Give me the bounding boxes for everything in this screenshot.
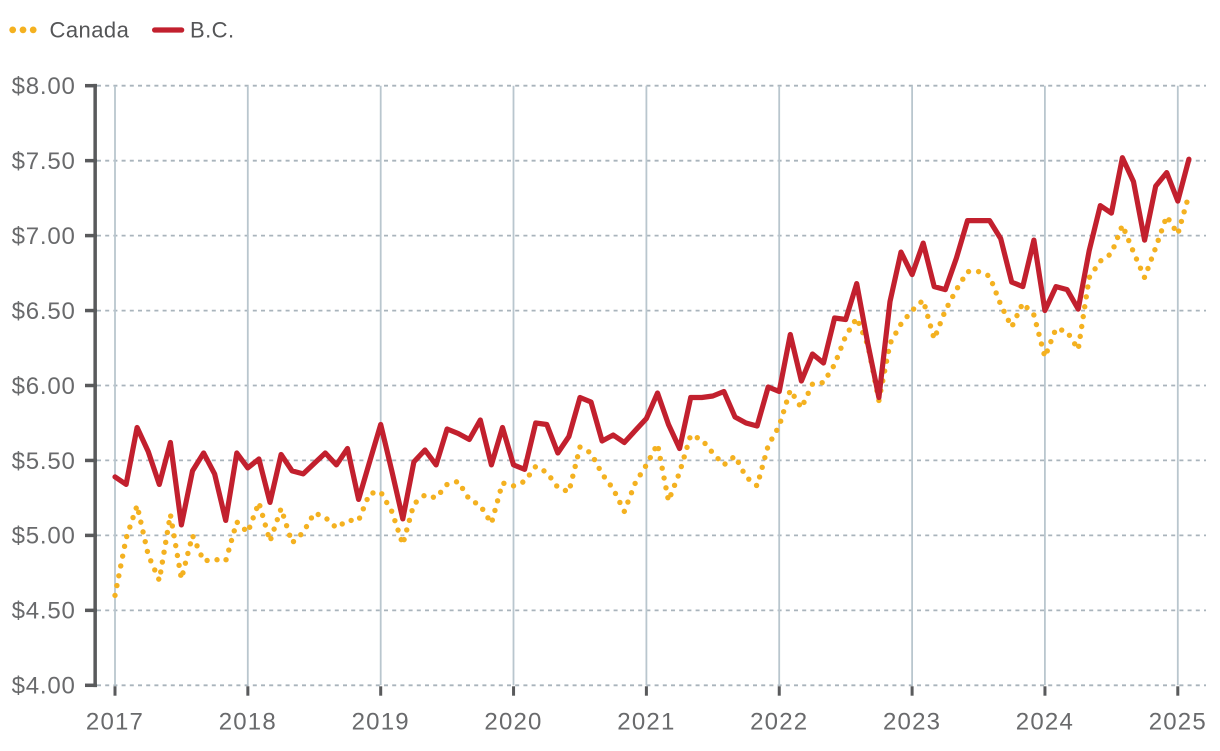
svg-text:$4.50: $4.50	[12, 598, 76, 625]
svg-text:2020: 2020	[484, 709, 542, 736]
svg-text:2019: 2019	[352, 709, 410, 736]
svg-text:$5.50: $5.50	[12, 448, 76, 475]
svg-text:$6.50: $6.50	[12, 298, 76, 325]
svg-text:$6.00: $6.00	[12, 373, 76, 400]
svg-text:2018: 2018	[219, 709, 277, 736]
svg-text:$7.00: $7.00	[12, 223, 76, 250]
svg-text:B.C.: B.C.	[190, 18, 235, 43]
svg-text:$5.00: $5.00	[12, 523, 76, 550]
svg-text:2017: 2017	[86, 709, 144, 736]
svg-text:$4.00: $4.00	[12, 673, 76, 700]
svg-text:2021: 2021	[617, 709, 675, 736]
svg-text:$8.00: $8.00	[12, 73, 76, 100]
svg-text:2023: 2023	[883, 709, 941, 736]
svg-text:$7.50: $7.50	[12, 148, 76, 175]
svg-text:2024: 2024	[1016, 709, 1074, 736]
svg-text:Canada: Canada	[50, 18, 130, 43]
svg-text:2025: 2025	[1149, 709, 1207, 736]
svg-text:2022: 2022	[750, 709, 808, 736]
